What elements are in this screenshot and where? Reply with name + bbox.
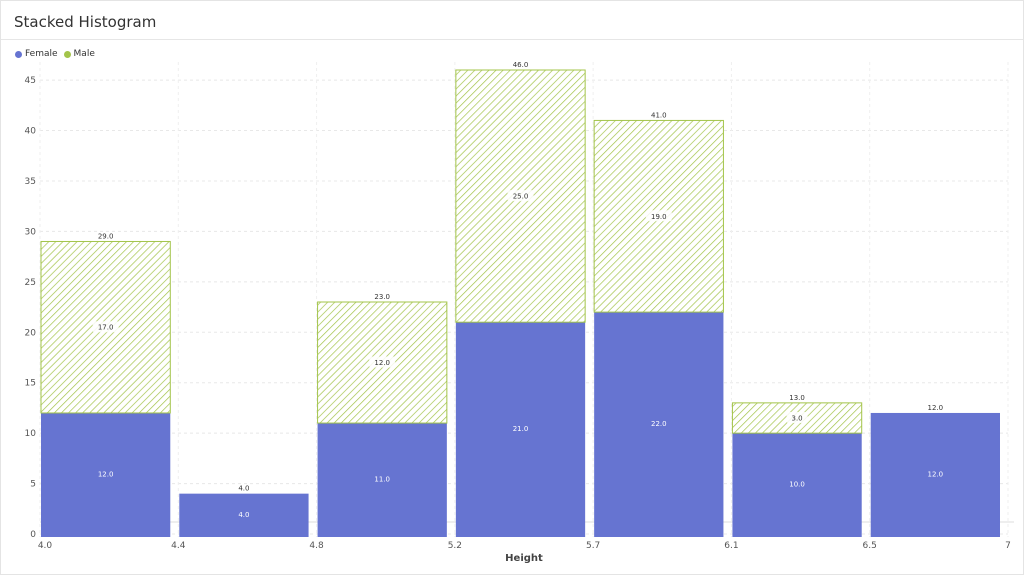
y-tick-label: 25 (25, 278, 36, 288)
y-tick-label: 15 (25, 379, 36, 389)
legend-label-male: Male (73, 49, 95, 59)
data-label-female: 12.0 (98, 470, 114, 478)
svg-text:19.0: 19.0 (651, 213, 667, 221)
svg-text:3.0: 3.0 (792, 415, 803, 423)
y-tick-label: 10 (25, 429, 37, 439)
bar-female (870, 412, 1000, 537)
data-label-total: 29.0 (98, 232, 114, 240)
data-label-total: 4.0 (238, 485, 249, 493)
data-label-female: 11.0 (374, 476, 390, 484)
data-label-female: 22.0 (651, 420, 667, 428)
bar-female (317, 423, 447, 537)
x-tick-label: 5.7 (586, 541, 600, 551)
y-tick-label: 45 (25, 76, 36, 86)
svg-text:17.0: 17.0 (98, 324, 114, 332)
legend-item-female[interactable]: Female (15, 49, 58, 59)
x-tick-label: 4.8 (309, 541, 324, 551)
data-label-total: 13.0 (789, 394, 805, 402)
bar-female (179, 493, 309, 537)
data-label-female: 21.0 (513, 425, 529, 433)
data-label-total: 46.0 (513, 61, 529, 69)
legend-swatch-male (63, 50, 71, 58)
data-label-male: 25.0 (507, 190, 534, 202)
data-label-total: 41.0 (651, 111, 667, 119)
data-label-female: 4.0 (238, 511, 249, 519)
data-label-male: 12.0 (369, 356, 396, 368)
legend-swatch-female (15, 50, 22, 58)
y-tick-label: 40 (25, 127, 37, 137)
x-tick-label: 5.2 (448, 541, 462, 551)
bar-female (41, 412, 171, 537)
data-label-male: 17.0 (92, 321, 119, 333)
bar-female (732, 433, 862, 537)
chart-header: Stacked Histogram (1, 1, 1023, 40)
y-tick-label: 35 (25, 177, 36, 187)
data-label-female: 10.0 (789, 481, 805, 489)
data-label-male: 19.0 (645, 210, 672, 222)
y-tick-label: 20 (25, 328, 37, 338)
x-tick-label: 6.1 (724, 541, 738, 551)
data-label-male: 3.0 (786, 412, 808, 423)
data-label-female: 12.0 (928, 470, 944, 478)
x-tick-label: 6.5 (863, 541, 877, 551)
legend-label-female: Female (25, 49, 58, 59)
chart-title: Stacked Histogram (14, 13, 157, 31)
x-tick-label: 7 (1005, 541, 1011, 551)
x-axis-label: Height (505, 553, 543, 564)
bar-female (594, 312, 724, 537)
x-tick-label: 4.4 (171, 541, 186, 551)
legend-item-male[interactable]: Male (63, 49, 95, 59)
data-label-total: 12.0 (928, 404, 944, 412)
y-tick-label: 0 (30, 530, 36, 540)
y-tick-label: 30 (25, 227, 37, 237)
legend: Female Male (15, 49, 95, 59)
svg-text:25.0: 25.0 (513, 193, 529, 201)
y-tick-label: 5 (30, 480, 36, 490)
x-tick-label: 4.0 (38, 541, 53, 551)
svg-text:12.0: 12.0 (374, 359, 390, 367)
data-label-total: 23.0 (374, 293, 390, 301)
bar-female (455, 322, 586, 537)
